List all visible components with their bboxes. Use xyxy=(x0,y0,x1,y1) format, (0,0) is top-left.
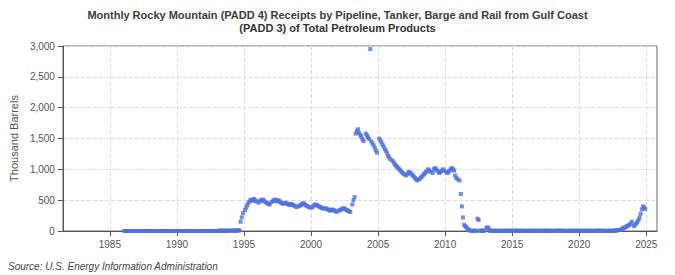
svg-text:2010: 2010 xyxy=(434,239,457,250)
svg-text:Monthly Rocky Mountain (PADD 4: Monthly Rocky Mountain (PADD 4) Receipts… xyxy=(87,9,588,21)
svg-text:(PADD 3) of Total Petroleum Pr: (PADD 3) of Total Petroleum Products xyxy=(239,22,435,34)
svg-text:500: 500 xyxy=(38,195,55,206)
svg-text:2,000: 2,000 xyxy=(30,102,55,113)
svg-text:Source: U.S. Energy Informatio: Source: U.S. Energy Information Administ… xyxy=(8,261,218,272)
svg-text:2025: 2025 xyxy=(635,239,658,250)
svg-text:2000: 2000 xyxy=(300,239,323,250)
svg-text:3,000: 3,000 xyxy=(30,41,55,52)
svg-text:1,500: 1,500 xyxy=(30,133,55,144)
svg-text:2015: 2015 xyxy=(501,239,524,250)
svg-text:2005: 2005 xyxy=(367,239,390,250)
svg-text:1990: 1990 xyxy=(166,239,189,250)
svg-text:2020: 2020 xyxy=(568,239,591,250)
svg-text:1995: 1995 xyxy=(233,239,256,250)
svg-text:2,500: 2,500 xyxy=(30,71,55,82)
svg-text:Thousand Barrels: Thousand Barrels xyxy=(8,95,20,182)
svg-text:1,000: 1,000 xyxy=(30,164,55,175)
svg-text:0: 0 xyxy=(49,226,55,237)
svg-text:1985: 1985 xyxy=(99,239,122,250)
